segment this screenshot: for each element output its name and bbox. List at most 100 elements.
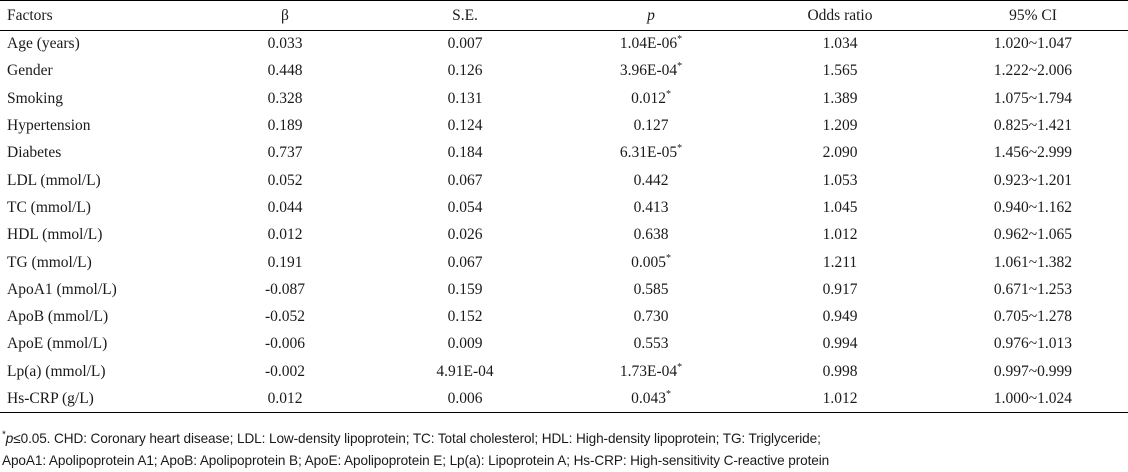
table-row: TG (mmol/L) 0.191 0.067 0.005* 1.211 1.061~1.… bbox=[0, 249, 1128, 276]
cell-ci-value: 1.075~1.794 bbox=[993, 89, 1073, 107]
table-row: Smoking 0.328 0.131 0.012* 1.389 1.075~1.794 bbox=[0, 85, 1128, 112]
cell-odds-ratio: 1.565 bbox=[742, 58, 938, 85]
cell-factor: ApoE (mmol/L) bbox=[0, 331, 200, 358]
cell-factor: Smoking bbox=[0, 85, 200, 112]
cell-beta-value: 0.052 bbox=[267, 171, 303, 189]
cell-ci: 0.923~1.201 bbox=[938, 167, 1128, 194]
cell-ci-value: 1.456~2.999 bbox=[993, 144, 1073, 162]
cell-odds-ratio: 1.209 bbox=[742, 112, 938, 139]
cell-p: 3.96E-04* bbox=[560, 58, 742, 85]
cell-ci-value: 1.000~1.024 bbox=[993, 389, 1073, 407]
cell-odds-ratio: 1.012 bbox=[742, 222, 938, 249]
cell-beta: 0.044 bbox=[200, 194, 370, 221]
cell-beta-value: -0.052 bbox=[264, 308, 306, 326]
cell-p-value: 0.638 bbox=[633, 226, 669, 244]
header-ci: 95% CI bbox=[938, 0, 1128, 31]
cell-factor-value: LDL (mmol/L) bbox=[7, 171, 101, 189]
cell-se-value: 0.006 bbox=[447, 389, 483, 407]
cell-se: 0.054 bbox=[370, 194, 560, 221]
cell-odds-ratio-value: 2.090 bbox=[822, 144, 858, 162]
cell-p: 0.730 bbox=[560, 303, 742, 330]
significance-marker: * bbox=[677, 361, 683, 373]
table-body: Age (years) 0.033 0.007 1.04E-06* 1.034 1.020… bbox=[0, 31, 1128, 414]
cell-se: 4.91E-04 bbox=[370, 358, 560, 385]
cell-odds-ratio-value: 1.045 bbox=[822, 198, 858, 216]
cell-ci-value: 0.671~1.253 bbox=[993, 280, 1073, 298]
cell-beta-value: 0.012 bbox=[267, 389, 303, 407]
cell-se: 0.126 bbox=[370, 58, 560, 85]
cell-odds-ratio: 1.053 bbox=[742, 167, 938, 194]
cell-beta-value: 0.044 bbox=[267, 198, 303, 216]
cell-factor-value: Age (years) bbox=[7, 35, 80, 53]
cell-se-value: 0.131 bbox=[447, 89, 483, 107]
cell-factor: HDL (mmol/L) bbox=[0, 222, 200, 249]
logistic-regression-table: Factors β S.E. p Odds ratio 95% CI Age (… bbox=[0, 0, 1128, 414]
table-row: ApoA1 (mmol/L) -0.087 0.159 0.585 0.917 0.671… bbox=[0, 276, 1128, 303]
cell-factor: Age (years) bbox=[0, 31, 200, 58]
cell-beta: 0.033 bbox=[200, 31, 370, 58]
cell-beta-value: 0.033 bbox=[267, 35, 303, 53]
cell-p-value: 3.96E-04 bbox=[619, 62, 678, 80]
cell-ci: 1.061~1.382 bbox=[938, 249, 1128, 276]
significance-marker: * bbox=[677, 143, 683, 155]
cell-factor: LDL (mmol/L) bbox=[0, 167, 200, 194]
cell-factor-value: Gender bbox=[7, 62, 53, 80]
header-se: S.E. bbox=[370, 0, 560, 31]
cell-factor-value: Smoking bbox=[7, 89, 63, 107]
cell-beta: 0.052 bbox=[200, 167, 370, 194]
cell-se-value: 0.067 bbox=[447, 253, 483, 271]
cell-odds-ratio-value: 1.389 bbox=[822, 89, 858, 107]
cell-se: 0.067 bbox=[370, 167, 560, 194]
footnote-asterisk: * bbox=[2, 429, 6, 441]
cell-odds-ratio-value: 1.012 bbox=[822, 226, 858, 244]
cell-ci: 1.020~1.047 bbox=[938, 31, 1128, 58]
cell-ci: 0.825~1.421 bbox=[938, 112, 1128, 139]
cell-ci: 1.222~2.006 bbox=[938, 58, 1128, 85]
cell-p-value: 0.012 bbox=[631, 89, 666, 107]
cell-se: 0.124 bbox=[370, 112, 560, 139]
cell-p: 0.413 bbox=[560, 194, 742, 221]
cell-factor-value: HDL (mmol/L) bbox=[7, 226, 103, 244]
header-odds-ratio: Odds ratio bbox=[742, 0, 938, 31]
cell-ci: 1.075~1.794 bbox=[938, 85, 1128, 112]
cell-odds-ratio-value: 1.209 bbox=[822, 117, 858, 135]
footnote-line-1: *p≤0.05. CHD: Coronary heart disease; LD… bbox=[2, 428, 1126, 450]
cell-p: 0.043* bbox=[560, 385, 742, 414]
cell-ci-value: 0.705~1.278 bbox=[993, 308, 1073, 326]
cell-odds-ratio-value: 1.034 bbox=[822, 35, 858, 53]
cell-se-value: 0.126 bbox=[447, 62, 483, 80]
cell-factor-value: Hypertension bbox=[7, 117, 91, 135]
cell-odds-ratio: 2.090 bbox=[742, 140, 938, 167]
cell-factor: Hypertension bbox=[0, 112, 200, 139]
cell-odds-ratio-value: 0.994 bbox=[822, 335, 858, 353]
cell-p: 1.73E-04* bbox=[560, 358, 742, 385]
cell-beta-value: 0.737 bbox=[267, 144, 303, 162]
cell-ci: 0.940~1.162 bbox=[938, 194, 1128, 221]
cell-p: 0.638 bbox=[560, 222, 742, 249]
cell-p: 0.005* bbox=[560, 249, 742, 276]
header-row: Factors β S.E. p Odds ratio 95% CI bbox=[0, 0, 1128, 31]
cell-ci-value: 0.962~1.065 bbox=[993, 226, 1073, 244]
cell-ci: 1.456~2.999 bbox=[938, 140, 1128, 167]
cell-se-value: 0.159 bbox=[447, 280, 483, 298]
cell-factor: Gender bbox=[0, 58, 200, 85]
table-header: Factors β S.E. p Odds ratio 95% CI bbox=[0, 0, 1128, 31]
cell-beta: -0.006 bbox=[200, 331, 370, 358]
cell-se: 0.067 bbox=[370, 249, 560, 276]
cell-se: 0.009 bbox=[370, 331, 560, 358]
cell-ci: 1.000~1.024 bbox=[938, 385, 1128, 414]
cell-factor-value: ApoB (mmol/L) bbox=[7, 308, 109, 326]
cell-p-value: 6.31E-05 bbox=[619, 144, 678, 162]
cell-se-value: 0.026 bbox=[447, 226, 483, 244]
cell-odds-ratio-value: 1.012 bbox=[822, 389, 858, 407]
cell-ci-value: 1.020~1.047 bbox=[993, 35, 1073, 53]
cell-p-value: 0.553 bbox=[633, 335, 669, 353]
cell-beta-value: 0.191 bbox=[267, 253, 303, 271]
table-row: ApoB (mmol/L) -0.052 0.152 0.730 0.949 0.705~… bbox=[0, 303, 1128, 330]
cell-beta: -0.052 bbox=[200, 303, 370, 330]
cell-se-value: 0.152 bbox=[447, 308, 483, 326]
cell-ci-value: 0.825~1.421 bbox=[993, 117, 1073, 135]
cell-se-value: 0.054 bbox=[447, 198, 483, 216]
table-row: Gender 0.448 0.126 3.96E-04* 1.565 1.222~2.00… bbox=[0, 58, 1128, 85]
cell-beta-value: -0.002 bbox=[264, 362, 306, 380]
